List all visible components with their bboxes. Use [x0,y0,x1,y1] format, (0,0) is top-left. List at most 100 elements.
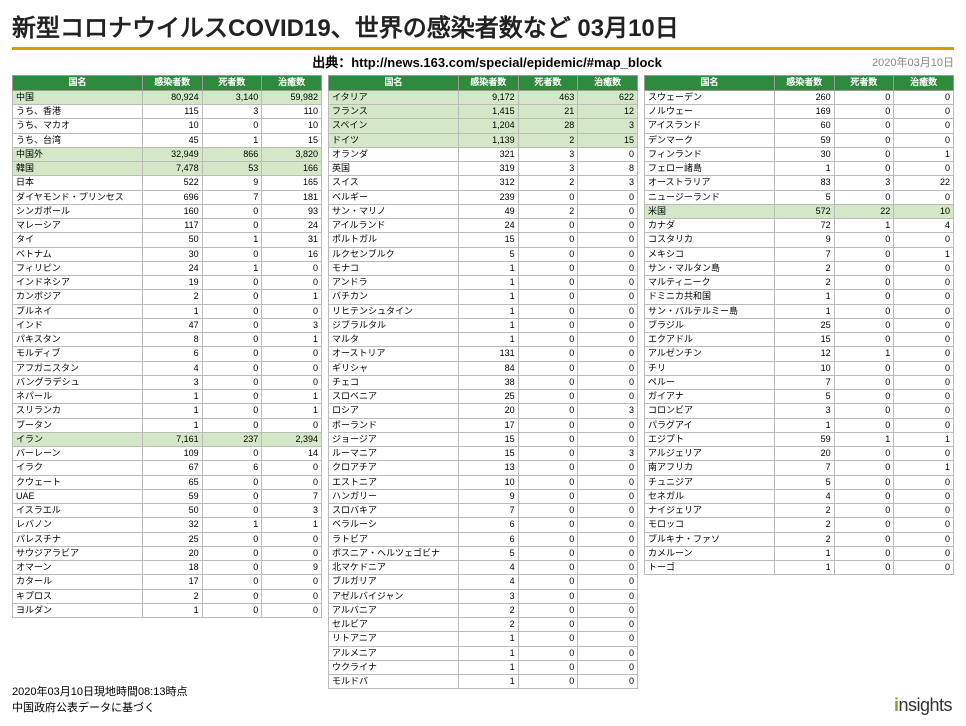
col-header: 治癒数 [578,76,638,91]
table-row: ブルキナ・ファソ200 [645,532,954,546]
cell-country: パラグアイ [645,418,775,432]
table-row: ダイヤモンド・プリンセス6967181 [13,190,322,204]
cell-deaths: 0 [834,404,894,418]
cell-country: ドイツ [329,133,459,147]
cell-country: バチカン [329,290,459,304]
col-header: 感染者数 [458,76,518,91]
cell-deaths: 0 [834,105,894,119]
table-row: レバノン3211 [13,518,322,532]
cell-cases: 10 [458,475,518,489]
cell-country: スロバキア [329,504,459,518]
table-row: ギリシャ8400 [329,361,638,375]
cell-deaths: 0 [202,489,262,503]
cell-country: アルバニア [329,603,459,617]
cell-deaths: 6 [202,461,262,475]
cell-recovered: 1 [262,390,322,404]
cell-cases: 30 [142,247,202,261]
table-row: ルクセンブルク500 [329,247,638,261]
cell-country: インドネシア [13,276,143,290]
table-row: サウジアラビア2000 [13,546,322,560]
cell-country: ルクセンブルク [329,247,459,261]
cell-cases: 1 [458,304,518,318]
cell-recovered: 0 [578,147,638,161]
cell-cases: 7 [774,247,834,261]
cell-recovered: 3 [578,119,638,133]
cell-country: アフガニスタン [13,361,143,375]
table-row: サン・マリノ4920 [329,204,638,218]
cell-deaths: 53 [202,162,262,176]
cell-cases: 24 [458,219,518,233]
cell-country: モルディブ [13,347,143,361]
cell-deaths: 0 [518,447,578,461]
cell-recovered: 0 [894,333,954,347]
cell-country: イラク [13,461,143,475]
cell-cases: 1 [142,404,202,418]
divider [12,47,954,50]
cell-deaths: 0 [834,518,894,532]
cell-deaths: 0 [834,147,894,161]
cell-recovered: 0 [894,546,954,560]
cell-recovered: 0 [894,90,954,104]
cell-cases: 160 [142,204,202,218]
cell-deaths: 2 [518,176,578,190]
cell-recovered: 10 [262,119,322,133]
table-row: デンマーク5900 [645,133,954,147]
cell-cases: 321 [458,147,518,161]
cell-recovered: 0 [894,119,954,133]
cell-country: サン・バルテルミー島 [645,304,775,318]
cell-recovered: 0 [578,618,638,632]
cell-country: オランダ [329,147,459,161]
table-col-1: 国名感染者数死者数治癒数中国80,9243,14059,982うち、香港1153… [12,75,322,618]
cell-recovered: 0 [578,646,638,660]
cell-recovered: 0 [578,575,638,589]
table-row: アルメニア100 [329,646,638,660]
cell-recovered: 14 [262,447,322,461]
table-row: ジブラルタル100 [329,318,638,332]
cell-recovered: 22 [894,176,954,190]
cell-recovered: 0 [894,532,954,546]
cell-recovered: 0 [894,504,954,518]
cell-country: 南アフリカ [645,461,775,475]
cell-cases: 59 [142,489,202,503]
cell-cases: 7,478 [142,162,202,176]
table-row: ロシア2003 [329,404,638,418]
cell-recovered: 3,820 [262,147,322,161]
cell-recovered: 166 [262,162,322,176]
cell-deaths: 0 [834,461,894,475]
cell-deaths: 0 [834,375,894,389]
cell-cases: 1 [458,318,518,332]
cell-recovered: 0 [262,261,322,275]
cell-country: フィリピン [13,261,143,275]
cell-cases: 169 [774,105,834,119]
cell-deaths: 0 [518,361,578,375]
cell-deaths: 0 [202,219,262,233]
cell-deaths: 21 [518,105,578,119]
cell-cases: 109 [142,447,202,461]
cell-cases: 117 [142,219,202,233]
cell-country: ヨルダン [13,603,143,617]
cell-recovered: 0 [578,675,638,689]
cell-country: カタール [13,575,143,589]
cell-deaths: 0 [834,318,894,332]
table-row: リトアニア100 [329,632,638,646]
cell-country: フィンランド [645,147,775,161]
cell-recovered: 15 [578,133,638,147]
cell-deaths: 463 [518,90,578,104]
cell-deaths: 0 [202,418,262,432]
cell-recovered: 0 [894,418,954,432]
table-row: ハンガリー900 [329,489,638,503]
cell-country: エクアドル [645,333,775,347]
cell-deaths: 3 [518,162,578,176]
cell-recovered: 0 [578,333,638,347]
cell-cases: 20 [774,447,834,461]
cell-recovered: 0 [894,561,954,575]
cell-country: ノルウェー [645,105,775,119]
table-row: ノルウェー16900 [645,105,954,119]
cell-recovered: 12 [578,105,638,119]
cell-country: オーストリア [329,347,459,361]
cell-cases: 25 [142,532,202,546]
table-row: カンボジア201 [13,290,322,304]
cell-deaths: 0 [518,347,578,361]
table-row: イラク6760 [13,461,322,475]
cell-country: オーストラリア [645,176,775,190]
